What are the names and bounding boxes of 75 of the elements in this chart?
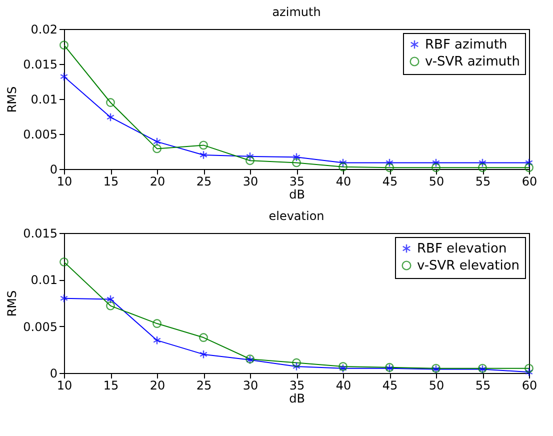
x-tick-label: 10 <box>56 378 72 392</box>
point <box>152 144 162 154</box>
point <box>338 162 348 172</box>
point <box>60 40 68 50</box>
point <box>292 362 300 371</box>
x-axis-title: dB <box>289 392 305 406</box>
point <box>339 158 347 168</box>
y-axis-title: RMS <box>5 86 20 113</box>
x-tick-label: 25 <box>196 174 212 188</box>
point <box>199 333 208 342</box>
point <box>246 152 254 161</box>
x-tick-label: 35 <box>289 174 305 188</box>
point <box>246 156 254 166</box>
point <box>60 257 68 266</box>
x-tick-label: 15 <box>103 378 119 392</box>
x-tick-label: 45 <box>382 378 398 392</box>
point <box>199 140 208 150</box>
x-axis-title: dB <box>289 188 305 202</box>
point <box>292 152 300 162</box>
point <box>432 163 440 172</box>
x-tick-label: 30 <box>242 378 258 392</box>
x-tick-label: 40 <box>336 174 352 188</box>
x-tick-label: 30 <box>242 174 258 188</box>
x-tick-label: 60 <box>522 378 538 392</box>
point <box>385 163 394 172</box>
y-axis-title: RMS <box>5 290 20 317</box>
x-tick-label: 50 <box>428 378 444 392</box>
point <box>60 72 68 82</box>
x-tick-label: 45 <box>382 174 398 188</box>
chart-title: elevation <box>268 209 324 223</box>
y-tick-label: 0.01 <box>30 92 58 106</box>
x-tick-label: 40 <box>336 378 352 392</box>
x-tick-label: 25 <box>196 378 212 392</box>
x-tick-label: 10 <box>56 174 72 188</box>
point <box>200 150 208 160</box>
y-tick-label: 0.02 <box>30 22 58 36</box>
x-tick-label: 50 <box>428 174 444 188</box>
x-tick-label: 20 <box>150 378 166 392</box>
point <box>152 319 162 328</box>
legend-label: v-SVR elevation <box>417 258 520 274</box>
chart-title: azimuth <box>272 5 321 19</box>
point <box>106 301 115 310</box>
point <box>432 158 440 168</box>
y-tick-label: 0 <box>50 366 58 380</box>
point <box>478 163 487 172</box>
point <box>106 98 115 107</box>
legend-label: v-SVR azimuth <box>425 54 520 70</box>
x-tick-label: 15 <box>103 174 119 188</box>
point <box>525 368 533 377</box>
y-tick-label: 0 <box>50 162 58 176</box>
point <box>200 350 208 359</box>
point <box>60 294 68 303</box>
point <box>386 158 394 168</box>
point <box>153 336 161 345</box>
point <box>153 137 161 146</box>
point <box>478 158 486 168</box>
point <box>292 358 301 368</box>
point <box>524 364 534 373</box>
y-tick-label: 0.005 <box>23 320 58 334</box>
x-tick-label: 55 <box>475 378 491 392</box>
y-tick-label: 0.015 <box>23 58 58 72</box>
legend-label: RBF elevation <box>417 242 507 256</box>
point <box>525 158 533 168</box>
point <box>292 158 301 168</box>
point <box>106 112 114 122</box>
legend-label: RBF azimuth <box>425 38 508 52</box>
x-tick-label: 55 <box>475 174 491 188</box>
y-tick-label: 0.01 <box>30 273 58 288</box>
x-tick-label: 35 <box>289 378 305 392</box>
point <box>524 163 534 172</box>
y-tick-label: 0.005 <box>23 128 58 142</box>
y-tick-label: 0.015 <box>23 226 58 240</box>
x-tick-label: 60 <box>522 174 538 188</box>
x-tick-label: 20 <box>150 174 166 188</box>
point <box>106 294 114 304</box>
